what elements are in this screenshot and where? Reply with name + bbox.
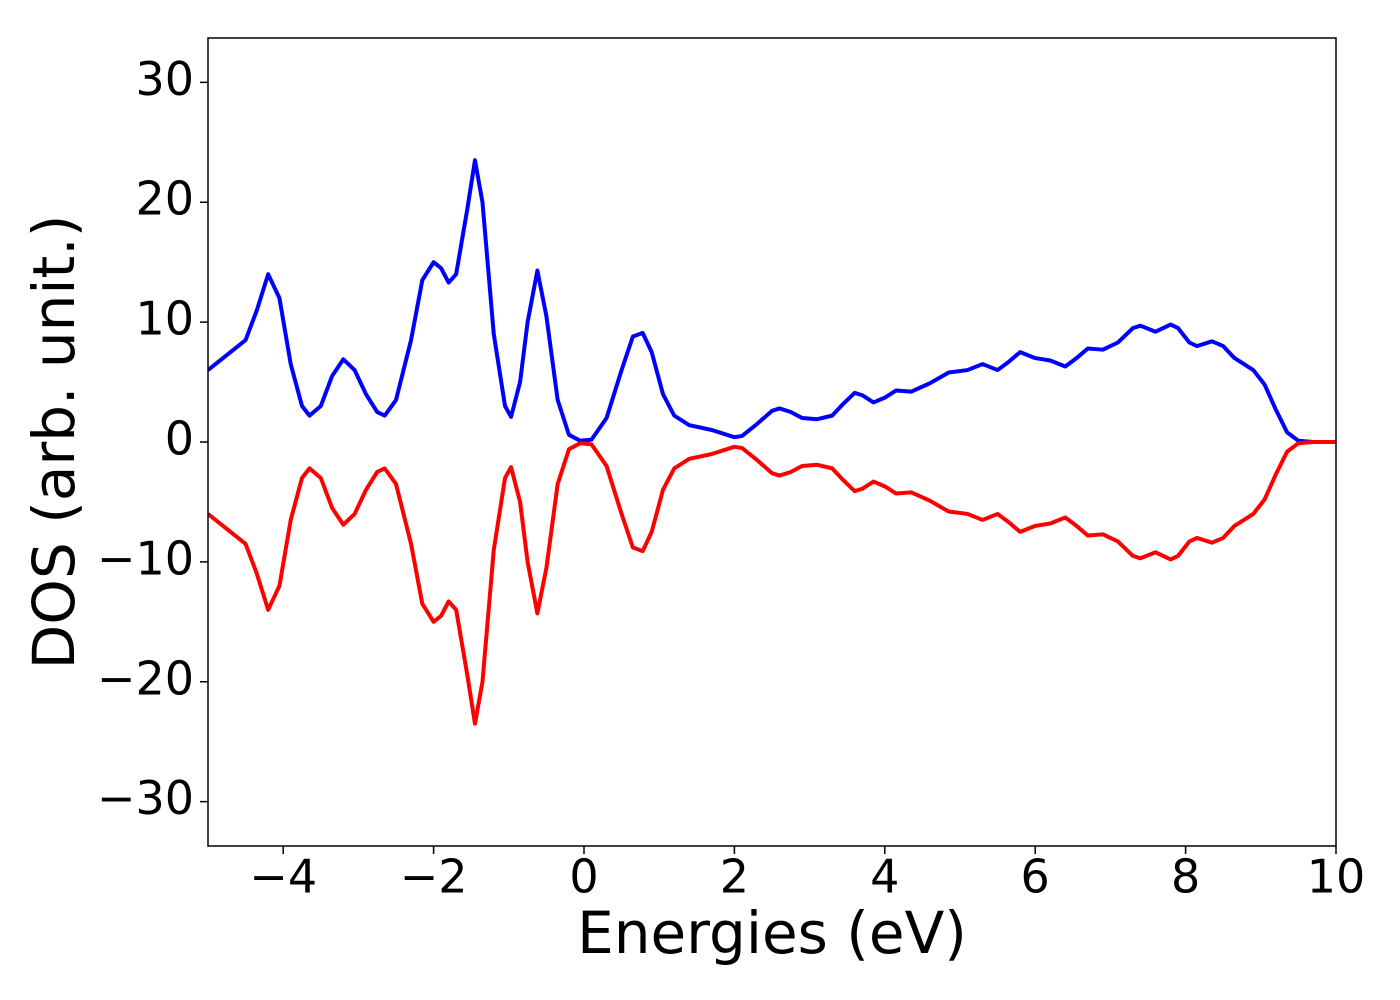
plot-frame <box>207 37 1337 847</box>
x-tick-label: 4 <box>870 850 899 904</box>
y-tick-label: 0 <box>165 412 194 466</box>
dos-line <box>208 158 1336 444</box>
x-tick-label: 8 <box>1171 850 1200 904</box>
y-tick-label: −10 <box>97 531 194 585</box>
x-tick-label: 6 <box>1021 850 1050 904</box>
x-tick-label: −4 <box>249 850 317 904</box>
y-tick-label: 10 <box>135 292 194 346</box>
x-axis-label: Energies (eV) <box>577 899 967 967</box>
dos-line <box>208 440 1336 726</box>
y-tick-label: −30 <box>97 771 194 825</box>
x-tick-label: −2 <box>400 850 468 904</box>
x-tick-label: 10 <box>1307 850 1366 904</box>
x-tick-label: 0 <box>569 850 598 904</box>
y-tick-label: 20 <box>135 172 194 226</box>
x-tick-label: 2 <box>720 850 749 904</box>
y-tick-label: −20 <box>97 651 194 705</box>
y-axis-label: DOS (arb. unit.) <box>20 215 88 670</box>
y-tick-label: 30 <box>135 52 194 106</box>
